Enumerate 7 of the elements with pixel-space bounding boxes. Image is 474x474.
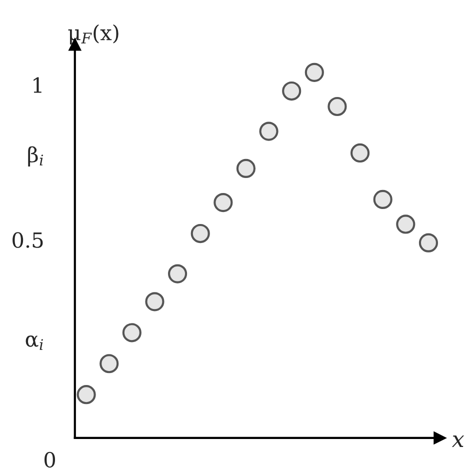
y-tick-label: 0.5 — [12, 232, 43, 248]
x-axis-title: x — [452, 435, 464, 447]
text: 0 — [44, 452, 56, 468]
y-tick-label: β$_{i}$ — [28, 146, 44, 166]
y-tick-label: 1 — [34, 77, 42, 93]
y-tick-label: α$_{i}$ — [26, 336, 43, 350]
y-axis-title: μ$_{F}$(x) — [68, 24, 118, 45]
